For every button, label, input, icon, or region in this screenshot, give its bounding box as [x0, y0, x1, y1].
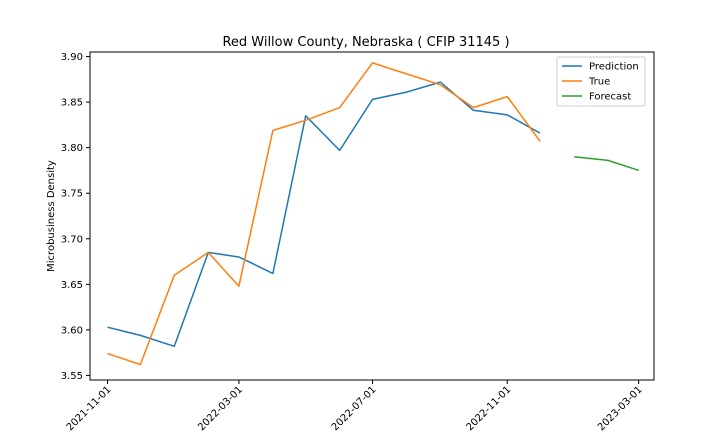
series-line-true [107, 62, 541, 366]
x-tick-label: 2022-03-01 [196, 384, 245, 432]
y-tick-label: 3.70 [61, 234, 83, 245]
series-line-forecast [574, 156, 639, 172]
chart-title: Red Willow County, Nebraska ( CFIP 31145… [222, 35, 509, 50]
y-tick-label: 3.85 [61, 98, 83, 109]
y-tick-label: 3.55 [61, 371, 83, 382]
y-tick-label: 3.90 [61, 52, 83, 63]
series-line-prediction [107, 81, 541, 348]
legend-label: Prediction [589, 62, 639, 73]
plot-frame [89, 51, 655, 381]
x-tick-label: 2022-07-01 [330, 384, 379, 432]
legend-label: True [588, 77, 610, 88]
plot-area: 3.55 3.60 3.65 3.70 3.75 3.80 3.85 3.90 2021-11-… [61, 51, 655, 432]
x-tick-label: 2022-11-01 [464, 384, 513, 432]
y-tick-label: 3.75 [61, 189, 83, 200]
legend-box [556, 56, 646, 107]
y-tick-label: 3.65 [61, 280, 83, 291]
y-tick-label: 3.80 [61, 143, 83, 154]
y-axis-label: Microbusiness Density [46, 160, 57, 272]
x-tick-label: 2021-11-01 [65, 384, 114, 432]
legend-label: Forecast [589, 92, 631, 103]
y-tick-label: 3.60 [61, 325, 83, 336]
x-tick-label: 2023-03-01 [596, 384, 645, 432]
